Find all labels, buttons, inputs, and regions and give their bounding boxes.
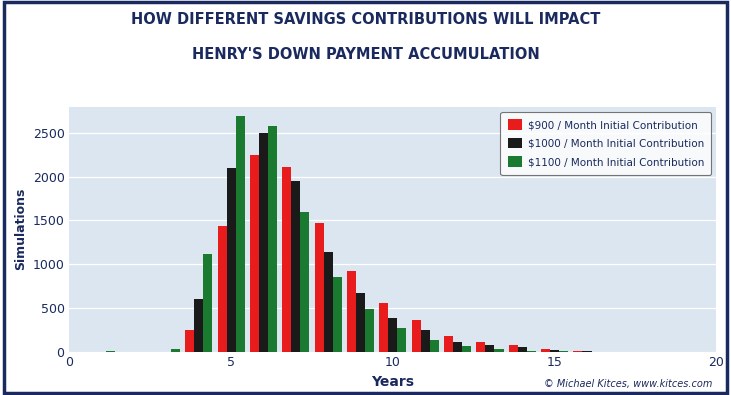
Bar	[412, 320, 421, 352]
Text: HOW DIFFERENT SAVINGS CONTRIBUTIONS WILL IMPACT: HOW DIFFERENT SAVINGS CONTRIBUTIONS WILL…	[131, 12, 600, 27]
Bar	[485, 344, 494, 352]
Bar	[218, 226, 227, 352]
Bar	[171, 349, 180, 352]
Bar	[203, 254, 213, 352]
Bar	[462, 346, 471, 352]
Bar	[421, 330, 430, 352]
X-axis label: Years: Years	[371, 375, 414, 389]
Bar	[541, 349, 550, 352]
Bar	[292, 181, 300, 352]
Y-axis label: Simulations: Simulations	[14, 188, 27, 270]
Bar	[268, 126, 277, 352]
Bar	[250, 155, 259, 352]
Text: HENRY'S DOWN PAYMENT ACCUMULATION: HENRY'S DOWN PAYMENT ACCUMULATION	[192, 47, 539, 62]
Bar	[509, 344, 518, 352]
Bar	[227, 168, 235, 352]
Bar	[300, 212, 309, 352]
Bar	[453, 342, 462, 352]
Bar	[518, 347, 527, 352]
Bar	[494, 349, 504, 352]
Bar	[185, 330, 194, 352]
Bar	[333, 277, 342, 352]
Bar	[388, 318, 398, 352]
Bar	[398, 328, 406, 352]
Bar	[430, 340, 439, 352]
Bar	[106, 351, 115, 352]
Bar	[324, 252, 333, 352]
Bar	[259, 133, 268, 352]
Bar	[550, 350, 559, 352]
Bar	[444, 336, 453, 352]
Bar	[194, 299, 203, 352]
Bar	[282, 167, 292, 352]
Bar	[347, 271, 356, 352]
Bar	[559, 351, 568, 352]
Bar	[356, 293, 365, 352]
Text: © Michael Kitces, www.kitces.com: © Michael Kitces, www.kitces.com	[545, 379, 713, 389]
Bar	[379, 303, 388, 352]
Bar	[527, 351, 536, 352]
Bar	[365, 309, 374, 352]
Bar	[477, 342, 485, 352]
Bar	[583, 351, 591, 352]
Bar	[573, 351, 583, 352]
Legend: $900 / Month Initial Contribution, $1000 / Month Initial Contribution, $1100 / M: $900 / Month Initial Contribution, $1000…	[501, 112, 711, 175]
Bar	[235, 116, 245, 352]
Bar	[314, 223, 324, 352]
